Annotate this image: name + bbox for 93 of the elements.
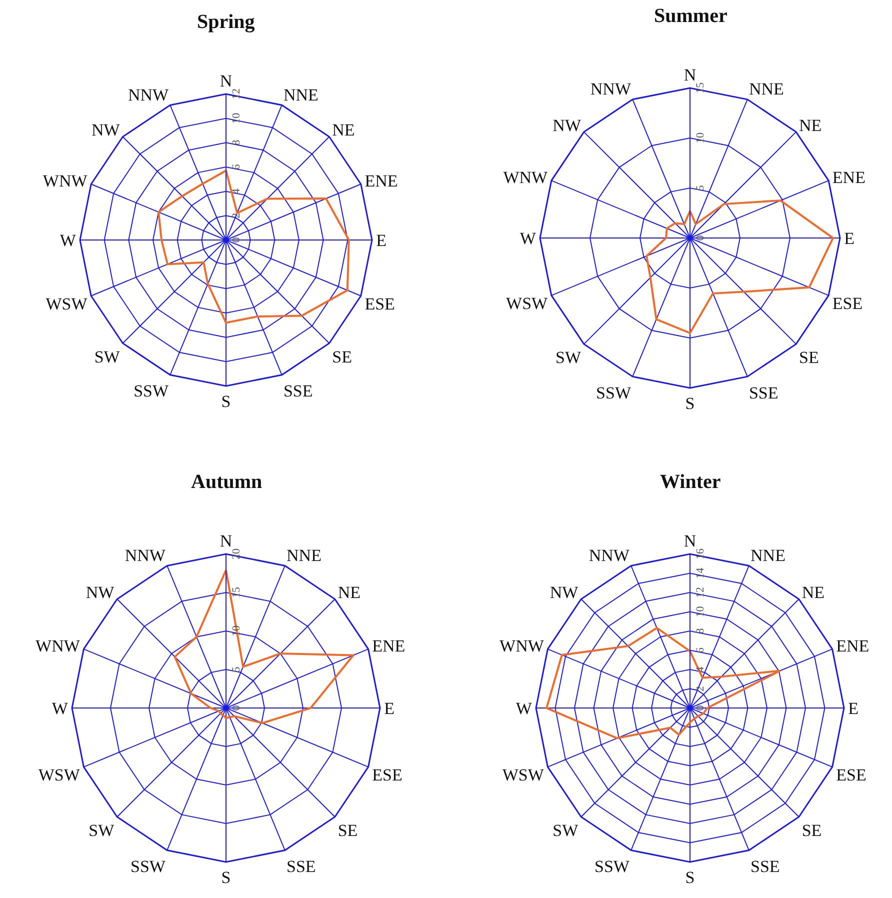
spoke-label: SE [332, 347, 352, 366]
spoke-label: N [684, 65, 696, 84]
y-tick-label: 4 [230, 188, 243, 194]
spoke-label: NE [799, 116, 822, 135]
y-tick-label: 6 [230, 164, 243, 170]
y-tick-label: 4 [694, 666, 707, 672]
spoke-label: SE [802, 821, 822, 840]
spoke-label: E [384, 698, 395, 718]
spoke-label: WSW [38, 766, 81, 785]
spoke-label: WNW [36, 636, 81, 656]
y-tick-label: 0 [230, 704, 243, 711]
spoke-label: ESE [372, 766, 402, 785]
spoke-label: SE [338, 821, 358, 840]
spoke-label: NW [552, 116, 582, 135]
y-tick-label: 10 [694, 132, 707, 144]
spoke-label: W [60, 230, 77, 250]
y-tick-label: 2 [694, 686, 707, 692]
spoke-label: NNE [283, 85, 318, 104]
spoke-label: NW [86, 582, 116, 602]
spoke-label: NNW [590, 80, 632, 99]
spoke-label: WNW [500, 636, 545, 656]
spoke-label: SSW [130, 857, 166, 876]
spoke-label: NNW [128, 85, 170, 104]
spoke-label: N [220, 531, 232, 550]
y-tick-label: 10 [694, 606, 707, 618]
spoke-label: E [848, 698, 859, 718]
y-tick-label: 12 [230, 88, 243, 100]
spoke-label: S [685, 868, 695, 888]
y-tick-label: 10 [230, 112, 243, 124]
spoke-label: SSW [596, 383, 632, 402]
spoke-label: NNE [750, 546, 786, 566]
spoke-label: NE [338, 582, 360, 602]
chart-title: Winter [660, 471, 721, 493]
y-tick-label: 6 [694, 647, 707, 653]
chart-title: Autumn [191, 471, 262, 493]
spoke-label: SW [556, 348, 582, 368]
y-tick-label: 8 [230, 139, 243, 146]
y-tick-label: 20 [230, 548, 243, 560]
y-tick-label: 15 [694, 82, 707, 94]
spoke-label: WNW [42, 172, 88, 191]
y-tick-label: 10 [230, 625, 243, 636]
spoke-label: NNE [748, 80, 784, 99]
y-tick-label: 12 [694, 587, 707, 598]
y-tick-label: 15 [230, 586, 243, 598]
spoke-label: SW [552, 821, 580, 840]
spoke-label: E [844, 228, 855, 248]
spoke-label: WSW [502, 766, 545, 785]
spoke-label: WNW [503, 168, 549, 188]
y-tick-label: 8 [694, 628, 707, 634]
spoke-label: NE [332, 120, 355, 140]
spoke-label: ESE [364, 294, 395, 314]
spoke-label: ENE [832, 168, 866, 188]
spoke-label: S [221, 392, 231, 412]
chart-title: Summer [654, 5, 728, 27]
spoke-label: SSW [594, 857, 630, 876]
spoke-label: NNW [124, 546, 166, 566]
spoke-label: SSE [750, 857, 780, 876]
spoke-label: SSW [134, 382, 170, 401]
spoke-label: ESE [832, 294, 863, 313]
spoke-label: S [685, 394, 695, 414]
y-tick-label: 0 [694, 234, 707, 241]
chart-title: Spring [197, 11, 255, 33]
y-tick-label: 16 [694, 548, 707, 560]
spoke-label: SSE [283, 382, 313, 401]
y-tick-label: 0 [230, 236, 243, 243]
spoke-label: N [220, 71, 232, 90]
spoke-label: N [684, 531, 696, 550]
spoke-label: SW [94, 347, 121, 366]
spoke-label: ENE [372, 636, 406, 656]
spoke-label: WSW [46, 294, 88, 314]
spoke-label: WSW [506, 294, 549, 313]
spoke-label: SSE [748, 383, 778, 402]
y-tick-label: 0 [694, 704, 707, 711]
spoke-label: SSE [286, 857, 316, 876]
spoke-label: NW [550, 582, 580, 602]
spoke-label: ESE [836, 766, 866, 785]
spoke-label: S [221, 868, 231, 888]
y-tick-label: 5 [230, 666, 243, 672]
spoke-label: ENE [836, 636, 870, 656]
spoke-label: SE [799, 348, 819, 368]
spoke-label: E [376, 230, 387, 250]
spoke-label: ENE [364, 172, 398, 191]
y-tick-label: 2 [230, 212, 243, 218]
spoke-label: NNE [286, 546, 322, 566]
spoke-label: SW [88, 821, 116, 840]
y-tick-label: 14 [694, 567, 707, 579]
y-tick-label: 5 [694, 184, 707, 191]
spoke-label: NE [802, 582, 824, 602]
spoke-label: NW [92, 120, 121, 140]
spoke-label: NNW [588, 546, 630, 566]
spoke-label: W [516, 698, 533, 718]
spoke-label: W [52, 698, 69, 718]
spoke-label: W [520, 228, 537, 248]
